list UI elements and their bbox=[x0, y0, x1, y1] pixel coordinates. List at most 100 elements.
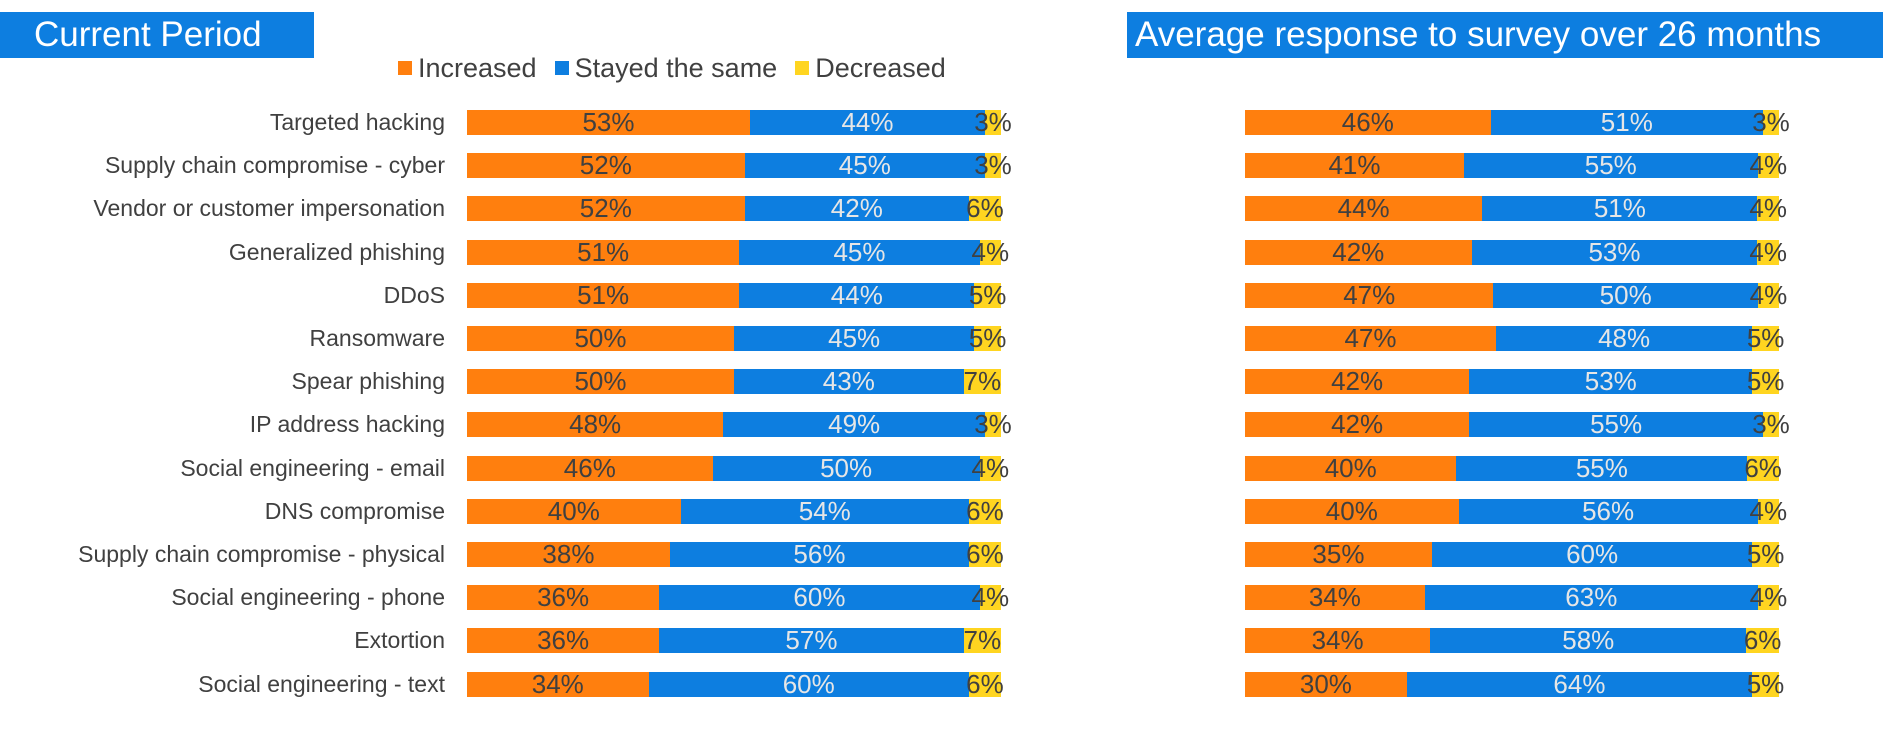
current-bar-increased bbox=[467, 412, 724, 438]
current-value-label-decreased: 4% bbox=[971, 452, 1010, 483]
average-bar-decreased bbox=[1747, 455, 1779, 481]
current-bar-stayed-the-same bbox=[739, 282, 975, 308]
current-value-label-stayed-the-same: 44% bbox=[830, 279, 883, 310]
category-label: Targeted hacking bbox=[269, 109, 445, 135]
average-bar-stayed-the-same bbox=[1463, 153, 1758, 179]
current-bar-stayed-the-same bbox=[723, 412, 985, 438]
current-value-label-stayed-the-same: 54% bbox=[798, 495, 851, 526]
average-bar-stayed-the-same bbox=[1458, 498, 1758, 524]
average-value-label-decreased: 4% bbox=[1749, 193, 1787, 224]
average-bar-increased bbox=[1245, 412, 1470, 438]
current-bar-decreased bbox=[984, 153, 1001, 179]
current-value-label-stayed-the-same: 45% bbox=[838, 150, 891, 181]
average-value-label-increased: 47% bbox=[1344, 323, 1397, 353]
average-value-label-decreased: 6% bbox=[1744, 452, 1782, 483]
legend-label-decreased: Decreased bbox=[815, 52, 946, 83]
category-label: DNS compromise bbox=[264, 497, 445, 524]
average-value-label-increased: 35% bbox=[1312, 539, 1365, 569]
current-bar-stayed-the-same bbox=[680, 498, 969, 524]
current-bar-stayed-the-same bbox=[744, 196, 969, 222]
average-bar-stayed-the-same bbox=[1430, 628, 1747, 654]
left-panel-title: Current Period bbox=[0, 12, 314, 58]
current-value-label-increased: 40% bbox=[547, 495, 600, 526]
average-bar-decreased bbox=[1757, 282, 1779, 308]
average-value-label-decreased: 5% bbox=[1746, 366, 1785, 397]
current-bar-increased bbox=[467, 671, 649, 697]
category-label: Generalized phishing bbox=[228, 238, 445, 265]
average-bar-increased bbox=[1245, 110, 1491, 135]
current-bar-stayed-the-same bbox=[744, 153, 985, 179]
average-bar-increased bbox=[1245, 196, 1483, 222]
current-value-label-decreased: 6% bbox=[966, 495, 1004, 526]
current-bar-stayed-the-same bbox=[734, 369, 964, 395]
current-bar-decreased bbox=[963, 369, 1001, 395]
current-bar-stayed-the-same bbox=[648, 671, 969, 697]
average-bar-increased bbox=[1245, 628, 1431, 654]
right-panel-title: Average response to survey over 26 month… bbox=[1127, 12, 1883, 58]
current-value-label-stayed-the-same: 60% bbox=[782, 668, 835, 699]
average-value-label-decreased: 6% bbox=[1743, 625, 1782, 656]
current-bar-decreased bbox=[979, 585, 1001, 611]
current-bar-decreased bbox=[968, 542, 1001, 567]
current-value-label-increased: 38% bbox=[542, 539, 595, 569]
average-bar-decreased bbox=[1752, 542, 1779, 567]
legend-swatch-increased bbox=[398, 61, 412, 75]
current-value-label-stayed-the-same: 50% bbox=[820, 452, 873, 483]
average-bar-decreased bbox=[1752, 369, 1779, 395]
category-label: Supply chain compromise - cyber bbox=[104, 152, 445, 179]
average-value-label-stayed-the-same: 55% bbox=[1575, 452, 1628, 483]
current-value-label-decreased: 6% bbox=[966, 668, 1004, 699]
category-label: Extortion bbox=[354, 627, 445, 654]
current-value-label-decreased: 5% bbox=[968, 279, 1007, 310]
current-bar-increased bbox=[467, 239, 740, 265]
average-value-label-stayed-the-same: 50% bbox=[1599, 279, 1652, 310]
current-value-label-increased: 34% bbox=[531, 668, 584, 699]
current-bar-stayed-the-same bbox=[734, 326, 975, 351]
current-bar-decreased bbox=[968, 671, 1001, 697]
average-value-label-decreased: 4% bbox=[1749, 236, 1787, 267]
current-bar-stayed-the-same bbox=[659, 628, 964, 654]
average-value-label-stayed-the-same: 55% bbox=[1584, 150, 1637, 181]
average-bar-stayed-the-same bbox=[1469, 412, 1763, 438]
current-bar-decreased bbox=[984, 110, 1001, 135]
average-value-label-increased: 47% bbox=[1343, 279, 1396, 310]
average-value-label-decreased: 5% bbox=[1746, 323, 1785, 353]
average-bar-increased bbox=[1245, 585, 1425, 611]
legend-label-stayed-the-same: Stayed the same bbox=[574, 52, 778, 83]
average-value-label-stayed-the-same: 64% bbox=[1553, 668, 1606, 699]
current-bar-decreased bbox=[963, 628, 1001, 654]
current-bar-increased bbox=[467, 585, 660, 611]
chart-legend: Increased Stayed the same Decreased bbox=[398, 50, 964, 86]
average-value-label-increased: 44% bbox=[1337, 193, 1390, 224]
current-value-label-increased: 36% bbox=[537, 582, 590, 613]
average-bar-stayed-the-same bbox=[1406, 671, 1753, 697]
average-bar-decreased bbox=[1762, 412, 1779, 438]
average-value-label-stayed-the-same: 60% bbox=[1566, 539, 1619, 569]
current-bar-decreased bbox=[968, 196, 1001, 222]
average-bar-decreased bbox=[1762, 110, 1779, 135]
current-value-label-decreased: 3% bbox=[974, 107, 1012, 137]
current-value-label-stayed-the-same: 42% bbox=[830, 193, 883, 224]
average-value-label-decreased: 4% bbox=[1749, 150, 1788, 181]
average-bar-decreased bbox=[1757, 585, 1779, 611]
average-value-label-stayed-the-same: 58% bbox=[1562, 625, 1615, 656]
average-value-label-increased: 42% bbox=[1331, 366, 1384, 397]
average-bar-stayed-the-same bbox=[1469, 369, 1753, 395]
category-label: DDoS bbox=[383, 281, 445, 308]
average-bar-decreased bbox=[1757, 498, 1779, 524]
average-value-label-stayed-the-same: 51% bbox=[1600, 107, 1653, 137]
average-value-label-stayed-the-same: 48% bbox=[1598, 323, 1651, 353]
average-bar-decreased bbox=[1757, 196, 1779, 222]
current-bar-increased bbox=[467, 455, 713, 481]
average-value-label-increased: 41% bbox=[1328, 150, 1381, 181]
current-value-label-increased: 51% bbox=[577, 279, 630, 310]
current-bar-increased bbox=[467, 326, 734, 351]
current-value-label-decreased: 3% bbox=[974, 409, 1012, 440]
legend-swatch-stayed-the-same bbox=[554, 61, 569, 75]
current-value-label-increased: 51% bbox=[577, 236, 630, 267]
average-value-label-decreased: 5% bbox=[1746, 668, 1785, 699]
average-value-label-decreased: 4% bbox=[1749, 495, 1788, 526]
category-label: Social engineering - phone bbox=[171, 584, 445, 611]
legend-label-increased: Increased bbox=[418, 52, 537, 83]
average-bar-increased bbox=[1245, 542, 1432, 567]
